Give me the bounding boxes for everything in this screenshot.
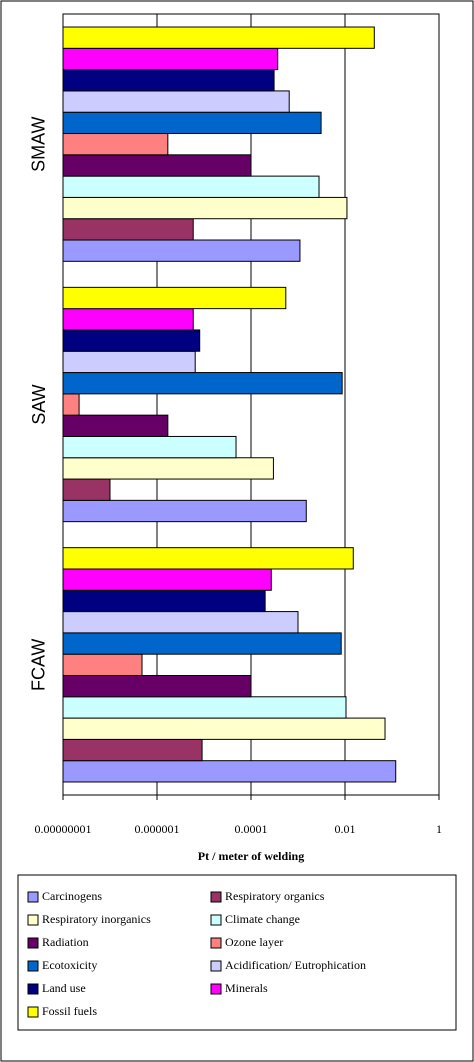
legend-swatch	[27, 1006, 39, 1018]
bar	[62, 196, 348, 220]
category-label: SAW	[29, 384, 49, 424]
bar	[62, 154, 252, 177]
legend-swatch	[210, 891, 222, 903]
legend-swatch	[27, 914, 39, 926]
legend-label: Carcinogens	[42, 889, 102, 903]
bar	[62, 47, 279, 71]
category-label: SMAW	[29, 116, 49, 171]
bar	[62, 478, 111, 501]
bar	[62, 175, 320, 198]
bar	[62, 674, 252, 698]
legend-swatch	[27, 983, 39, 995]
bar	[62, 547, 354, 570]
bar	[62, 26, 375, 49]
bar	[62, 372, 343, 395]
legend-label: Land use	[42, 981, 86, 995]
bar	[62, 696, 347, 719]
legend-swatch	[27, 891, 39, 903]
legend-label: Ozone layer	[225, 935, 283, 949]
legend-swatch	[210, 960, 222, 972]
bar	[62, 414, 169, 437]
bar	[62, 632, 342, 655]
legend-swatch	[210, 937, 222, 949]
legend-label: Respiratory organics	[225, 889, 325, 903]
legend-label: Respiratory inorganics	[42, 912, 151, 926]
x-tick-label: 0.000001	[135, 822, 180, 836]
bar	[62, 308, 194, 331]
bar	[62, 329, 201, 352]
legend-swatch	[27, 960, 39, 972]
bar	[62, 111, 322, 135]
bar	[62, 90, 290, 113]
x-axis-label: Pt / meter of welding	[198, 849, 304, 863]
bar	[62, 69, 275, 92]
bar	[62, 611, 299, 634]
legend-label: Ecotoxicity	[42, 958, 97, 972]
legend-label: Minerals	[225, 981, 268, 995]
bar	[62, 568, 272, 591]
x-tick-label: 0.0001	[235, 822, 268, 836]
bar	[62, 133, 169, 156]
bar	[62, 286, 287, 310]
legend-label: Acidification/ Eutrophication	[225, 958, 366, 972]
bar	[62, 457, 274, 480]
bar	[62, 499, 307, 523]
bar	[62, 738, 203, 762]
bar	[62, 239, 301, 262]
bar	[62, 218, 194, 241]
bar	[62, 653, 143, 676]
legend-label: Radiation	[42, 935, 89, 949]
legend-label: Climate change	[225, 912, 300, 926]
plot-border	[62, 13, 440, 796]
legend-box	[17, 874, 457, 1031]
legend-label: Fossil fuels	[42, 1004, 97, 1018]
category-label: FCAW	[29, 639, 49, 691]
x-tick-label: 0.00000001	[35, 822, 92, 836]
legend-swatch	[27, 937, 39, 949]
bar	[62, 717, 386, 740]
bar	[62, 435, 237, 459]
bar	[62, 760, 397, 783]
bar	[62, 393, 80, 416]
legend-swatch	[210, 914, 222, 926]
x-tick-label: 1	[436, 822, 442, 836]
bar	[62, 350, 196, 374]
x-tick-label: 0.01	[335, 822, 356, 836]
bar	[62, 589, 266, 613]
legend-swatch	[210, 983, 222, 995]
